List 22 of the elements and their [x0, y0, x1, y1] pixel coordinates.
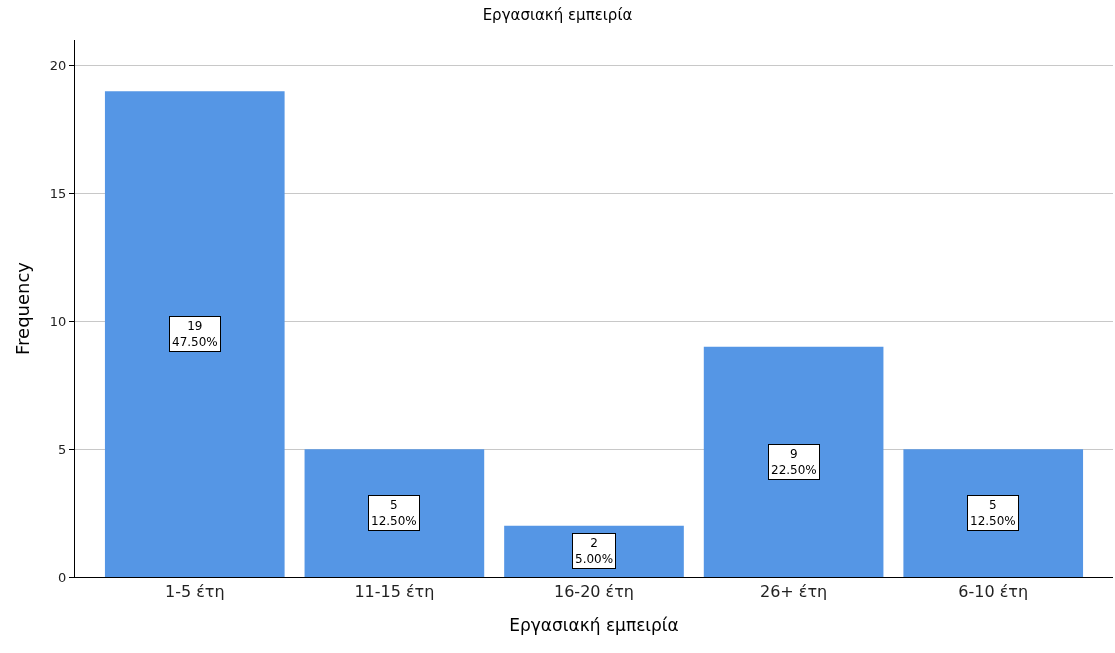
data-label: 19 47.50% [172, 319, 218, 349]
y-tick-label: 20 [49, 58, 67, 74]
x-tick-label: 11-15 έτη [354, 582, 435, 602]
bar [903, 449, 1084, 577]
x-tick-label: 16-20 έτη [554, 582, 634, 602]
x-tick-label: 1-5 έτη [164, 582, 225, 602]
x-tick-label: 6-10 έτη [958, 582, 1029, 602]
data-label: 9 22.50% [771, 447, 817, 477]
y-tick-label: 10 [49, 313, 67, 329]
y-tick-label: 0 [58, 569, 67, 585]
data-label: 5 12.50% [970, 498, 1016, 528]
x-tick-label: 26+ έτη [759, 582, 828, 602]
y-tick-label: 5 [58, 441, 67, 457]
chart-title: Εργασιακή εμπειρία [482, 6, 633, 25]
bar [104, 91, 285, 577]
data-label: 2 5.00% [575, 536, 614, 566]
bar [304, 449, 485, 577]
x-axis-title: Εργασιακή εμπειρία [509, 614, 679, 635]
y-axis-title: Frequency [12, 261, 34, 355]
bar [703, 346, 884, 577]
y-tick-label: 15 [49, 185, 67, 201]
data-label: 5 12.50% [371, 498, 417, 528]
